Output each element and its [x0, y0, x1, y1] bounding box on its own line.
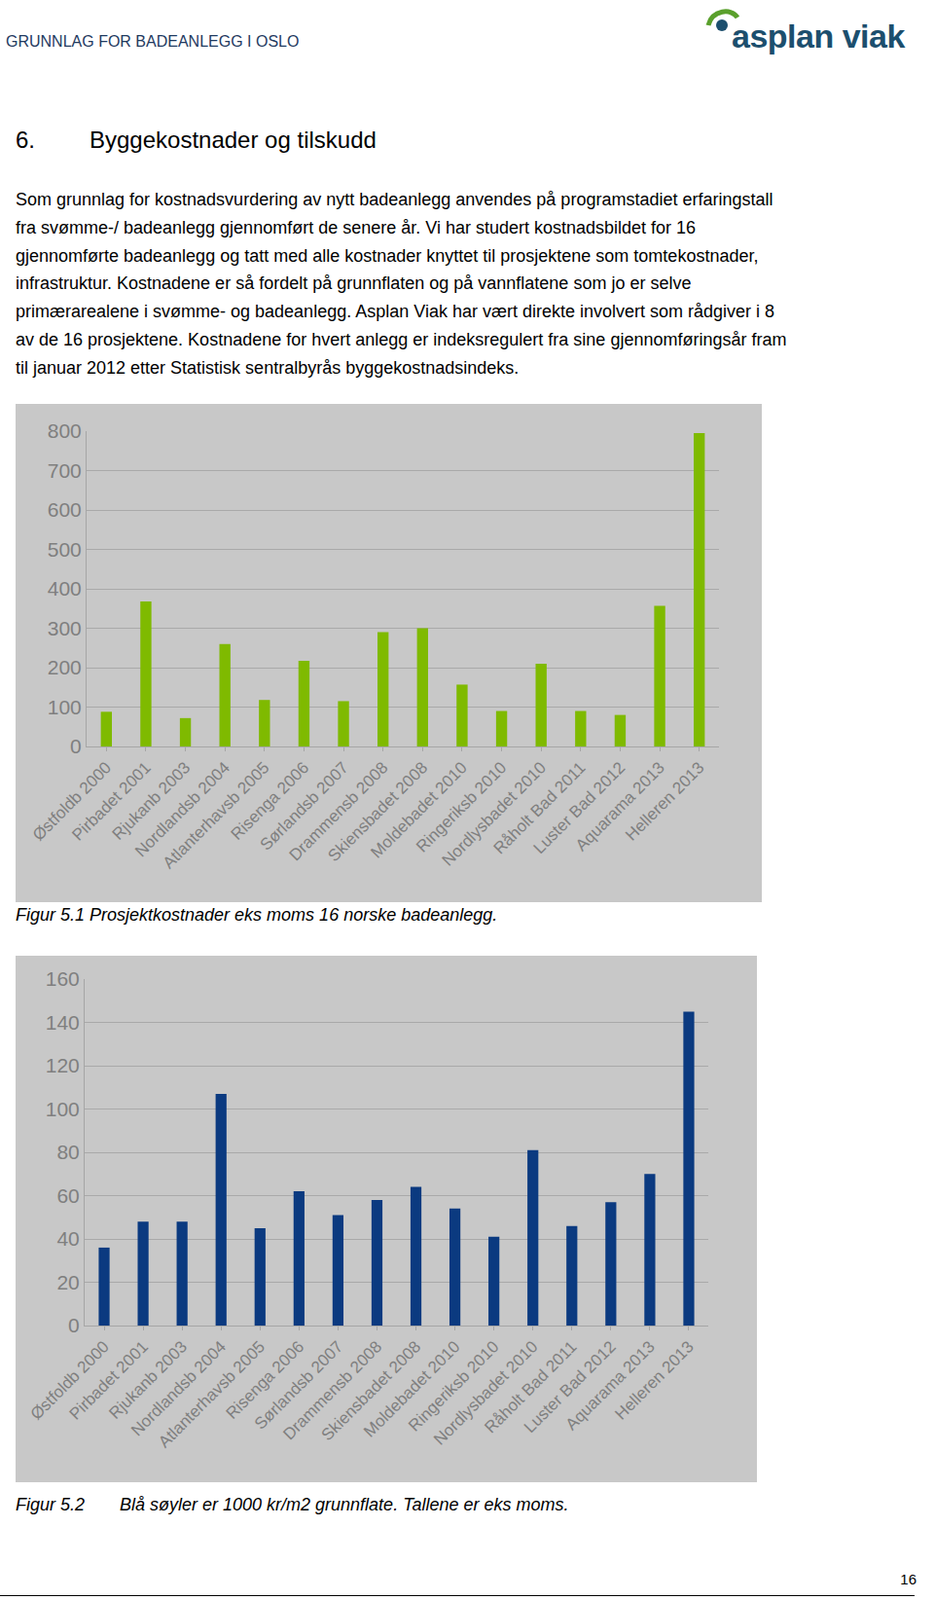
svg-text:Moldebadet 2010: Moldebadet 2010 [359, 1336, 464, 1440]
svg-text:300: 300 [47, 616, 82, 640]
html-text:Figur 5.2: Figur 5.2 [15, 1494, 85, 1514]
svg-text:Moldebadet 2010: Moldebadet 2010 [366, 757, 470, 862]
html-text:GRUNNLAG FOR BADEANLEGG I OSLO: GRUNNLAG FOR BADEANLEGG I OSLO [5, 33, 300, 50]
svg-text:Råholt Bad 2011: Råholt Bad 2011 [490, 757, 590, 858]
svg-text:Luster Bad 2012: Luster Bad 2012 [530, 757, 630, 858]
svg-text:100: 100 [45, 1097, 80, 1120]
svg-text:Rjukanb 2003: Rjukanb 2003 [108, 757, 195, 844]
svg-text:Helleren 2013: Helleren 2013 [611, 1336, 698, 1423]
svg-text:120: 120 [45, 1053, 80, 1077]
html-text:6.: 6. [15, 126, 36, 153]
svg-text:Aquarama 2013: Aquarama 2013 [572, 757, 669, 855]
svg-text:Drammensb 2008: Drammensb 2008 [286, 757, 393, 864]
svg-text:Atlanterhavsb 2005: Atlanterhavsb 2005 [159, 757, 274, 872]
svg-text:Råholt Bad 2011: Råholt Bad 2011 [481, 1336, 581, 1437]
svg-text:400: 400 [47, 576, 82, 600]
svg-text:Skiensbadet 2008: Skiensbadet 2008 [323, 757, 432, 865]
html-text:Byggekostnader og tilskudd: Byggekostnader og tilskudd [89, 126, 377, 153]
svg-text:Aquarama 2013: Aquarama 2013 [562, 1336, 659, 1434]
svg-text:80: 80 [56, 1140, 79, 1163]
html-text:Blå søyler er 1000 kr/m2 grunn: Blå søyler er 1000 kr/m2 grunnflate. Tal… [119, 1494, 569, 1514]
svg-text:Risenga 2006: Risenga 2006 [227, 757, 314, 844]
html-text:av de 16 prosjektene. Kostnade: av de 16 prosjektene. Kostnadene for hve… [15, 329, 787, 350]
svg-text:Sørlandsb 2007: Sørlandsb 2007 [256, 757, 353, 854]
svg-text:Ringeriksb 2010: Ringeriksb 2010 [412, 757, 510, 856]
svg-text:Skiensbadet 2008: Skiensbadet 2008 [318, 1336, 426, 1444]
svg-text:Østfoldb 2000: Østfoldb 2000 [27, 1336, 113, 1423]
svg-text:0: 0 [68, 1313, 80, 1336]
html-text:til januar 2012 etter Statisti: til januar 2012 etter Statistisk sentral… [15, 357, 519, 378]
svg-text:Nordlysbadet 2010: Nordlysbadet 2010 [438, 757, 550, 869]
svg-text:700: 700 [47, 459, 82, 482]
svg-text:Pirbadet 2001: Pirbadet 2001 [68, 757, 154, 844]
svg-text:40: 40 [56, 1226, 79, 1250]
svg-text:160: 160 [45, 967, 80, 990]
svg-text:Nordlysbadet 2010: Nordlysbadet 2010 [430, 1336, 541, 1448]
svg-text:60: 60 [56, 1184, 79, 1207]
html-text:Figur 5.1 Prosjektkostnader ek: Figur 5.1 Prosjektkostnader eks moms 16 … [15, 904, 498, 925]
svg-text:140: 140 [45, 1010, 80, 1034]
svg-text:0: 0 [70, 734, 82, 757]
html-text:gjennomførte badeanlegg og tat: gjennomførte badeanlegg og tatt med alle… [15, 245, 759, 266]
svg-text:Pirbadet 2001: Pirbadet 2001 [66, 1336, 152, 1423]
svg-text:Nordlandsb 2004: Nordlandsb 2004 [127, 1336, 230, 1439]
svg-text:Ringeriksb 2010: Ringeriksb 2010 [404, 1336, 503, 1435]
svg-text:100: 100 [47, 695, 82, 719]
html-text:asplan viak: asplan viak [731, 17, 905, 55]
svg-text:Helleren 2013: Helleren 2013 [621, 757, 708, 844]
svg-text:Nordlandsb 2004: Nordlandsb 2004 [131, 757, 234, 861]
svg-text:Rjukanb 2003: Rjukanb 2003 [105, 1336, 191, 1423]
html-text:16: 16 [900, 1570, 917, 1587]
svg-text:200: 200 [47, 655, 82, 679]
svg-text:20: 20 [56, 1270, 79, 1294]
html-text:Som grunnlag for kostnadsvurde: Som grunnlag for kostnadsvurdering av ny… [15, 189, 773, 210]
html-text:infrastruktur. Kostnadene er s: infrastruktur. Kostnadene er så fordelt … [15, 273, 692, 294]
svg-text:Østfoldb 2000: Østfoldb 2000 [29, 757, 115, 844]
svg-text:Drammensb 2008: Drammensb 2008 [279, 1336, 386, 1443]
svg-text:600: 600 [47, 498, 82, 521]
svg-text:Luster Bad 2012: Luster Bad 2012 [520, 1336, 620, 1437]
svg-text:800: 800 [47, 419, 82, 442]
html-text:primærarealene i svømme- og ba: primærarealene i svømme- og badeanlegg. … [15, 301, 775, 322]
svg-text:Risenga 2006: Risenga 2006 [222, 1336, 309, 1423]
html-text:fra svømme-/ badeanlegg gjenno: fra svømme-/ badeanlegg gjennomført de s… [15, 217, 696, 238]
svg-text:Atlanterhavsb 2005: Atlanterhavsb 2005 [154, 1336, 269, 1451]
svg-text:Sørlandsb 2007: Sørlandsb 2007 [251, 1336, 347, 1433]
svg-text:500: 500 [47, 538, 82, 561]
